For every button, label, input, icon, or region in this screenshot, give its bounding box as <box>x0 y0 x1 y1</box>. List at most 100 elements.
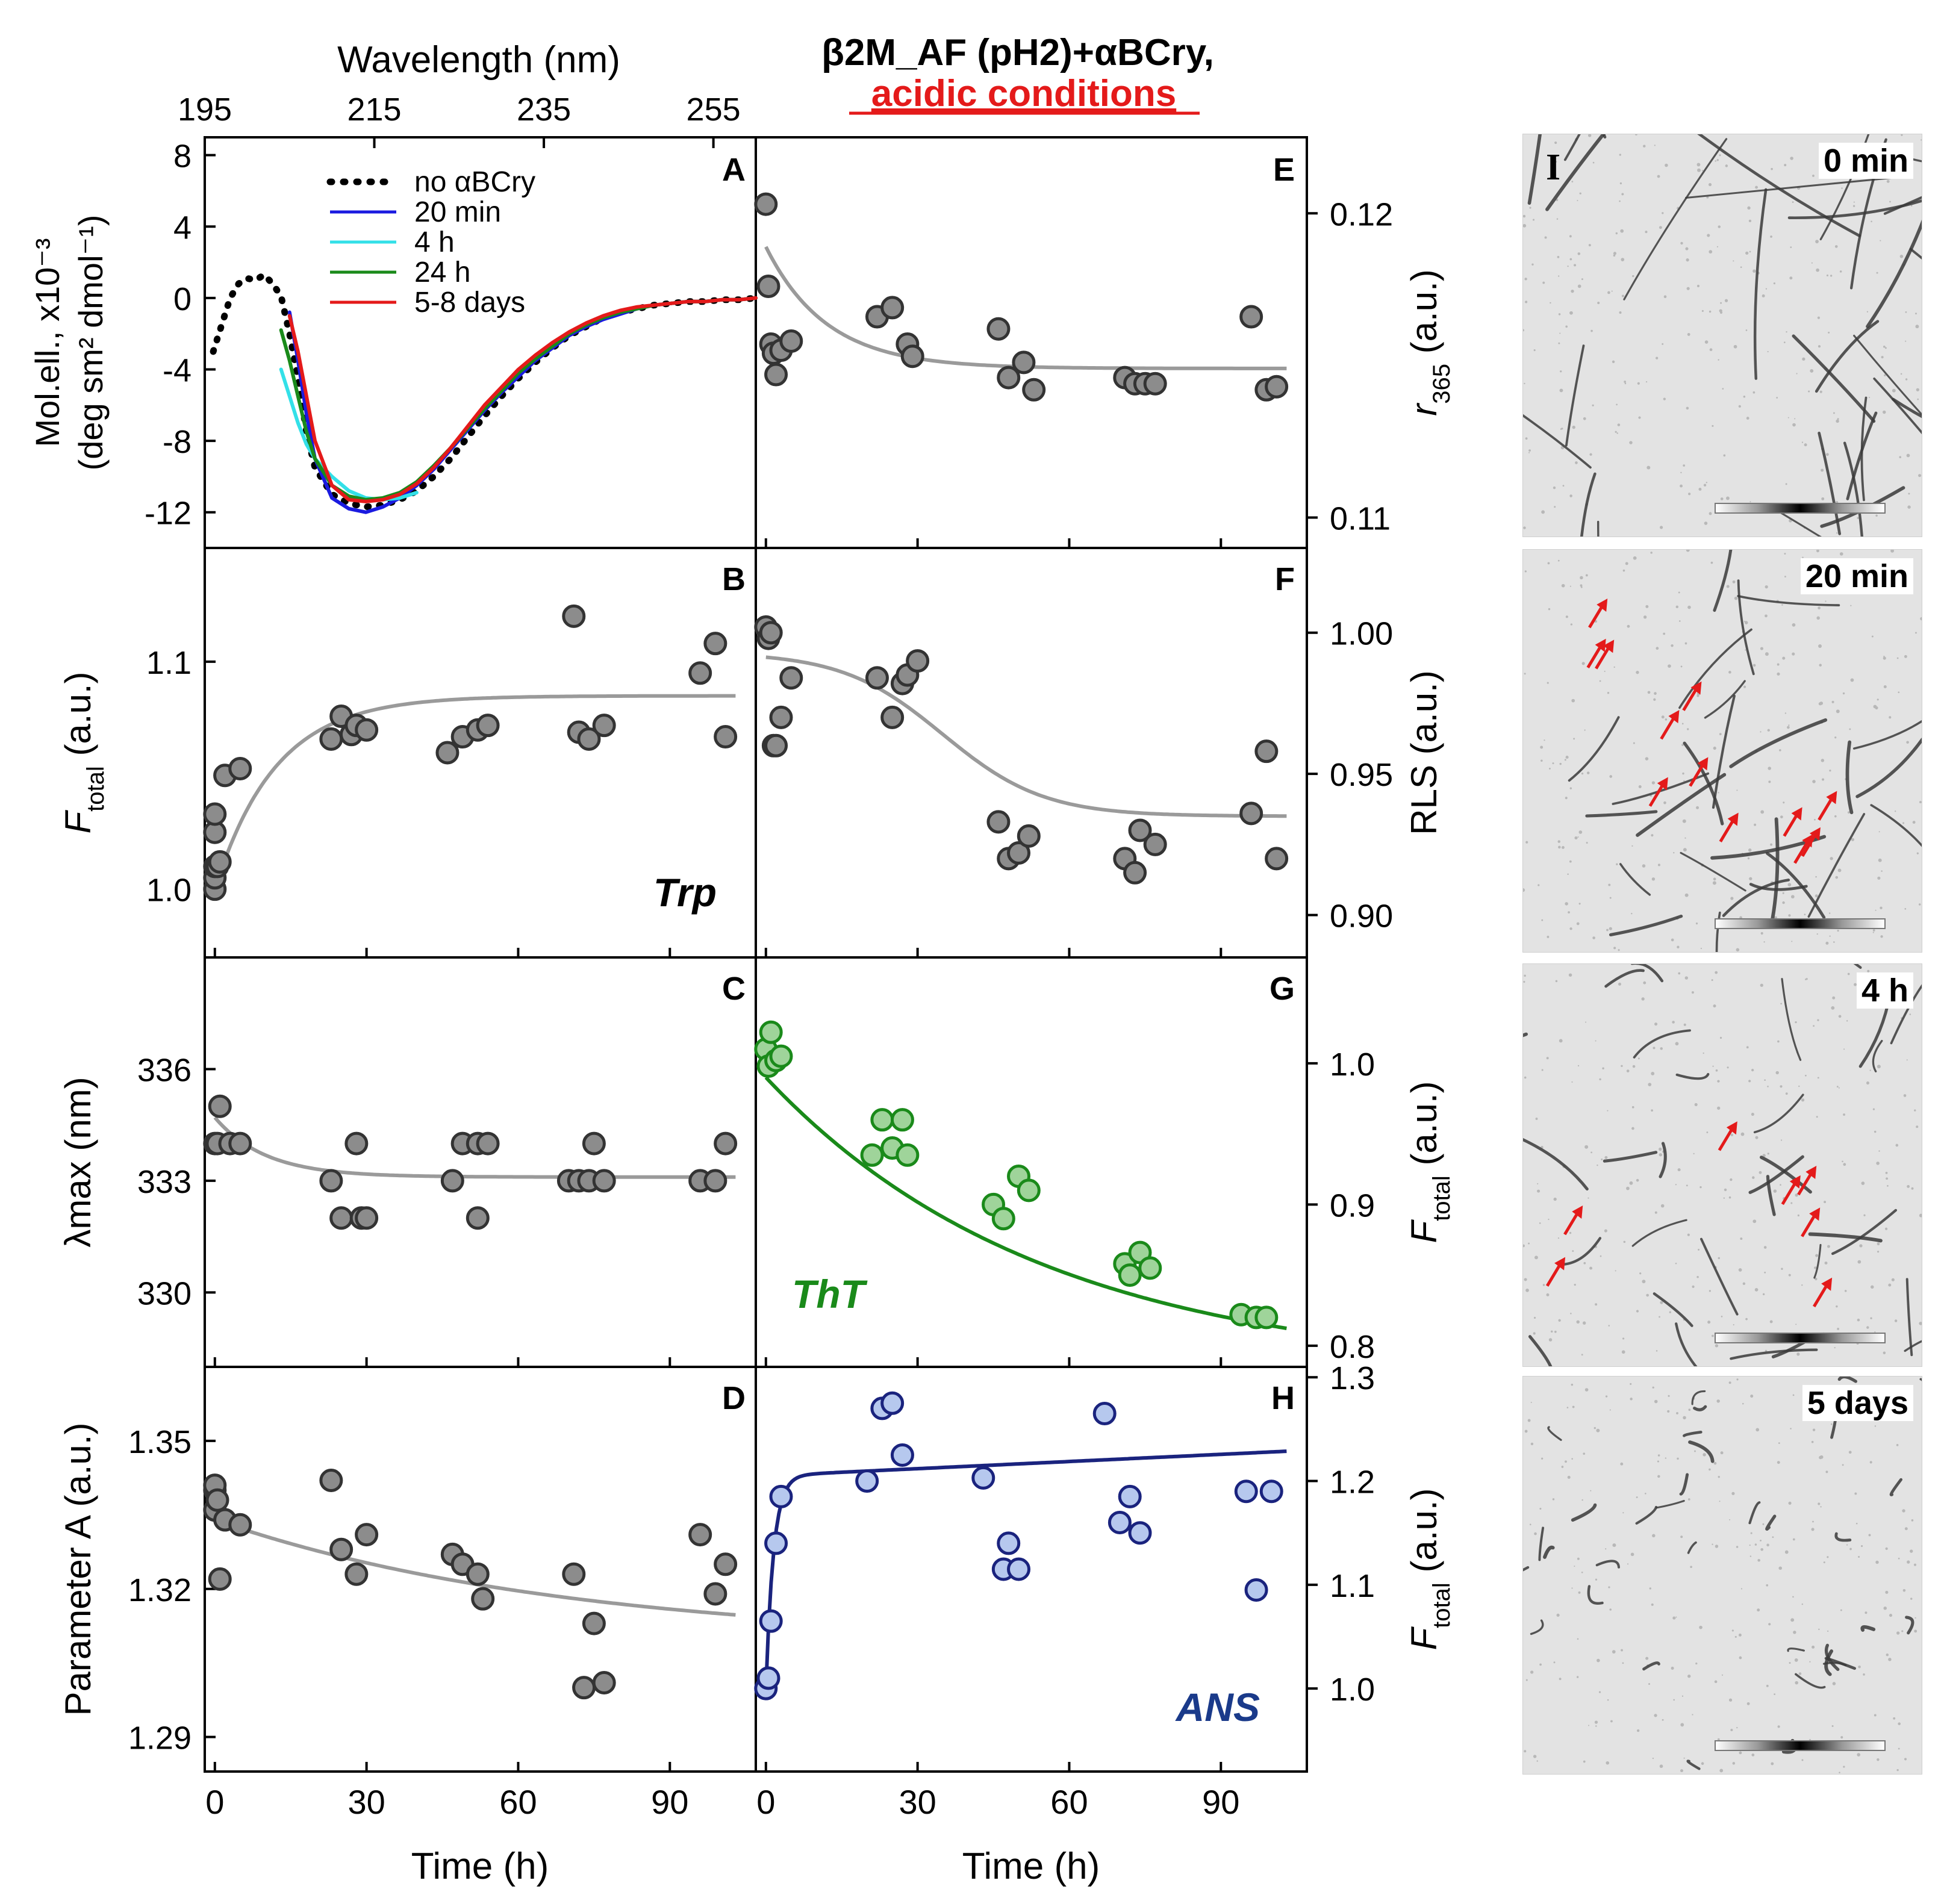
tem-grain <box>1657 863 1660 866</box>
tem-grain <box>1617 423 1621 426</box>
tem-grain <box>1796 373 1798 375</box>
tem-grain <box>1872 932 1874 933</box>
tem-grain <box>1889 716 1892 719</box>
tem-grain <box>1681 1695 1684 1697</box>
tem-fibril <box>1631 1219 1687 1247</box>
tem-grain <box>1659 1764 1663 1769</box>
tem-grain <box>1692 1714 1693 1716</box>
tem-grain <box>1794 1658 1798 1662</box>
tem-grain <box>1696 163 1701 167</box>
legend-label-5-8days: 5-8 days <box>414 287 525 319</box>
data-point-h <box>971 1466 995 1490</box>
tem-grain <box>1887 1185 1889 1187</box>
tem-grain <box>1831 1725 1834 1728</box>
tem-grain <box>1839 270 1842 273</box>
tem-grain <box>1571 181 1574 182</box>
tem-grain <box>1654 1022 1658 1026</box>
tem-grain <box>1853 201 1855 203</box>
tem-grain <box>1711 979 1713 982</box>
ytick-label-e-1: 0.11 <box>1330 500 1391 537</box>
tem-fibril <box>1889 1478 1903 1496</box>
tem-grain <box>1767 350 1769 353</box>
tem-grain <box>1830 857 1833 860</box>
tem-grain <box>1555 980 1558 983</box>
data-point-c <box>582 1131 606 1156</box>
tem-grain <box>1719 1769 1724 1773</box>
data-point-c <box>208 1094 232 1118</box>
tem-grain <box>1574 1565 1575 1567</box>
data-point-f <box>865 666 889 690</box>
tem-grain <box>1878 858 1882 862</box>
tem-grain <box>1734 1635 1737 1638</box>
tem-grain <box>1645 1493 1646 1495</box>
tem-grain <box>1752 1219 1757 1224</box>
tem-grain <box>1587 1197 1589 1199</box>
tem-grain <box>1589 1266 1593 1270</box>
tem-grain <box>1577 199 1578 201</box>
tem-fibril <box>1595 1560 1621 1569</box>
tem-grain <box>1902 1588 1906 1592</box>
tem-grain <box>1631 913 1633 915</box>
tem-grain <box>1801 1098 1805 1102</box>
tem-grain <box>1904 655 1907 658</box>
tem-grain <box>1732 1762 1736 1765</box>
cd-series-1 <box>287 296 758 514</box>
tem-grain <box>1586 771 1590 774</box>
tem-grain <box>1837 930 1839 932</box>
tem-grain <box>1724 299 1728 302</box>
tem-label-20min: 20 min <box>1800 558 1913 594</box>
tem-grain <box>1682 819 1686 823</box>
wavelength-tick-label-3: 255 <box>687 92 741 128</box>
tem-grain <box>1788 724 1790 726</box>
data-point-c <box>703 1169 727 1193</box>
data-point-b <box>203 802 227 826</box>
tem-grain <box>1584 1145 1589 1149</box>
tem-grain <box>1588 244 1591 247</box>
tem-fibril <box>1693 1405 1707 1411</box>
tem-grain <box>1760 983 1763 987</box>
tem-grain <box>1814 1266 1817 1269</box>
tem-fibril <box>1909 247 1922 260</box>
tem-grain <box>1817 316 1821 319</box>
tem-grain <box>1819 702 1824 705</box>
tem-grain <box>1605 1548 1607 1550</box>
tem-grain <box>1905 378 1908 381</box>
tem-label-0min: 0 min <box>1818 143 1913 179</box>
tem-grain <box>1694 1103 1698 1106</box>
tem-grain <box>1752 269 1756 273</box>
tem-grain <box>1736 1378 1739 1381</box>
tem-grain <box>1840 1609 1842 1611</box>
tem-grain <box>1759 1171 1762 1174</box>
tem-grain <box>1748 848 1752 852</box>
tem-grain <box>1784 576 1786 578</box>
ylabel-f: RLS (a.u.) <box>1404 670 1444 835</box>
ytick-label-g-2: 0.8 <box>1330 1329 1375 1365</box>
tem-grain <box>1754 823 1757 826</box>
tem-grain <box>1673 1699 1675 1701</box>
panel-letter-f: F <box>1275 561 1295 597</box>
tem-grain <box>1718 359 1719 361</box>
tem-arrow-head <box>1826 791 1837 804</box>
tem-grain <box>1624 381 1627 383</box>
tem-grain <box>1657 1454 1660 1457</box>
tem-grain <box>1834 736 1837 739</box>
tem-grain <box>1777 1040 1780 1043</box>
tem-grain <box>1907 505 1911 509</box>
tem-grain <box>1715 160 1716 162</box>
tem-grain <box>1784 164 1787 167</box>
tem-grain <box>1894 810 1896 812</box>
tem-panel-0min: I 0 min <box>1522 134 1922 537</box>
data-point-f <box>769 705 793 729</box>
tem-grain <box>1858 1555 1860 1558</box>
tem-grain <box>1680 471 1682 473</box>
tem-grain <box>1736 789 1738 791</box>
tem-fibril <box>1905 1616 1914 1635</box>
tem-grain <box>1768 1623 1771 1626</box>
tem-fibril <box>1630 964 1664 983</box>
tem-grain <box>1876 1162 1880 1165</box>
tem-grain <box>1579 192 1581 194</box>
tem-grain <box>1677 1168 1681 1172</box>
tem-fibril <box>1685 175 1908 199</box>
tem-grain <box>1595 1725 1597 1727</box>
tem-grain <box>1777 1725 1780 1728</box>
